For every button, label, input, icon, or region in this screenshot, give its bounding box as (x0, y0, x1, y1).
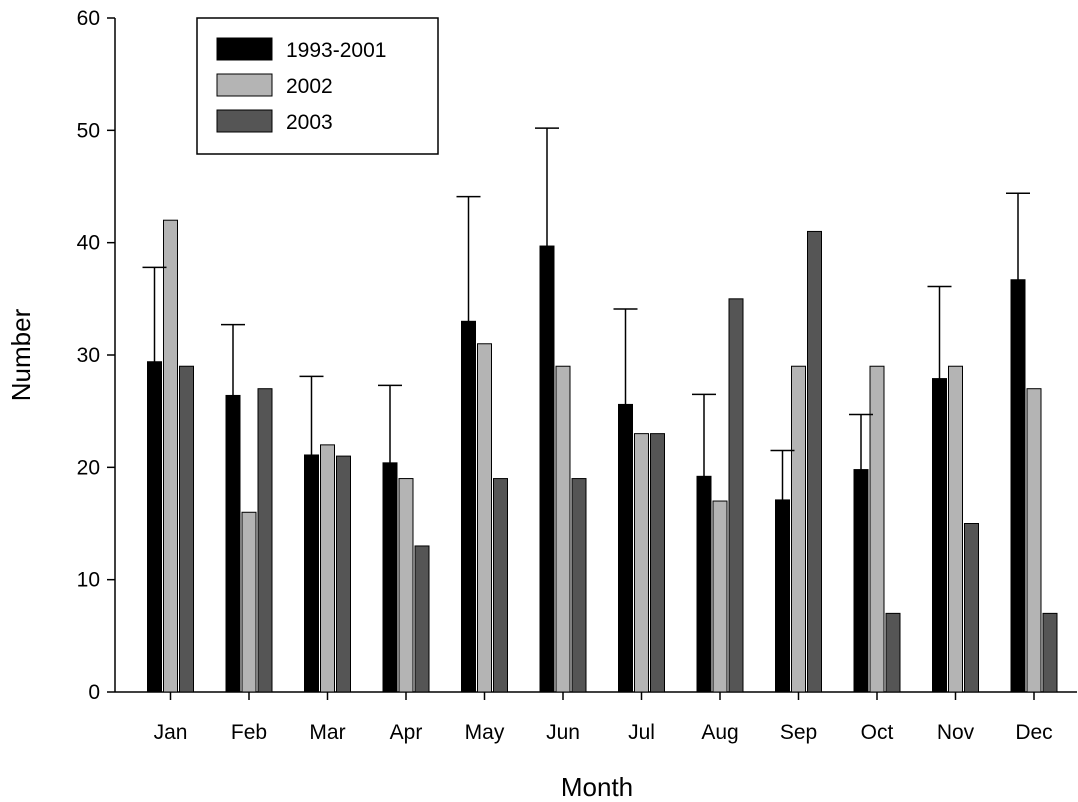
bar-2002-mar (320, 444, 335, 693)
chart-axes (107, 17, 1077, 700)
x-tick-label: Aug (701, 721, 738, 744)
chart-bars (147, 219, 1058, 693)
bar-2002-jul (634, 433, 649, 693)
legend-swatch-2002 (216, 73, 273, 97)
bar-1993-2001-mar (304, 454, 319, 693)
y-tick-label: 30 (77, 344, 100, 367)
bar-2002-apr (398, 478, 414, 693)
x-tick-label: Jun (546, 721, 580, 744)
chart-error-bars (142, 127, 1030, 500)
bar-2003-mar (336, 455, 351, 693)
bar-1993-2001-nov (932, 378, 947, 693)
bar-2003-jul (650, 433, 665, 693)
x-tick-label: Jan (154, 721, 188, 744)
x-tick-label: Apr (390, 721, 423, 744)
bar-2002-oct (869, 365, 885, 693)
x-tick-label: May (465, 721, 505, 744)
bar-2003-aug (728, 298, 744, 693)
bar-1993-2001-jan (147, 361, 162, 693)
x-tick-label: Jul (628, 721, 655, 744)
y-tick-label: 20 (77, 456, 100, 479)
y-tick-label: 50 (77, 119, 100, 142)
bar-2003-sep (807, 230, 822, 693)
x-axis-title: Month (561, 772, 633, 802)
y-tick-label: 40 (77, 232, 100, 255)
bar-1993-2001-dec (1010, 279, 1026, 693)
bar-1993-2001-jun (539, 245, 555, 693)
y-tick-label: 0 (88, 681, 100, 704)
x-tick-label: Dec (1015, 721, 1052, 744)
bar-2002-dec (1026, 388, 1042, 693)
y-axis-title: Number (6, 308, 36, 401)
bar-2002-nov (948, 365, 963, 693)
x-tick-label: Nov (937, 721, 975, 744)
chart-legend: 1993-2001 2002 2003 (196, 17, 439, 155)
bar-2002-aug (712, 500, 728, 693)
y-tick-label: 60 (77, 7, 100, 30)
bar-2003-jun (571, 478, 587, 693)
bar-1993-2001-oct (853, 469, 869, 693)
bar-2003-may (493, 478, 508, 693)
x-tick-label: Sep (780, 721, 817, 744)
bar-2003-dec (1042, 612, 1058, 693)
legend-swatch-1993-2001 (216, 37, 273, 61)
legend-label-2002: 2002 (286, 75, 333, 98)
bar-2003-jan (179, 365, 194, 693)
chart-tick-labels: 0 10 20 30 40 50 60 Jan Feb Mar Apr May Jun Jul Aug Sep… (77, 7, 1053, 744)
bar-2003-feb (257, 388, 273, 693)
y-tick-label: 10 (77, 569, 100, 592)
bar-2002-jun (555, 365, 571, 693)
legend-label-1993-2001: 1993-2001 (286, 39, 386, 62)
legend-swatch-2003 (216, 109, 273, 133)
bar-1993-2001-may (461, 320, 476, 693)
bar-1993-2001-jul (618, 403, 633, 693)
bar-2002-jan (163, 219, 178, 693)
legend-label-2003: 2003 (286, 111, 333, 134)
x-tick-label: Feb (231, 721, 267, 744)
bar-1993-2001-aug (696, 475, 712, 693)
bar-1993-2001-sep (775, 499, 790, 693)
bar-2003-apr (414, 545, 430, 693)
bar-1993-2001-apr (382, 462, 398, 693)
x-tick-label: Oct (861, 721, 894, 744)
bar-2003-oct (885, 612, 901, 693)
bar-2003-nov (964, 523, 979, 693)
x-tick-label: Mar (309, 721, 345, 744)
bar-2002-feb (241, 511, 257, 693)
bar-1993-2001-feb (225, 394, 241, 693)
bar-2002-sep (791, 365, 806, 693)
bar-2002-may (477, 343, 492, 693)
